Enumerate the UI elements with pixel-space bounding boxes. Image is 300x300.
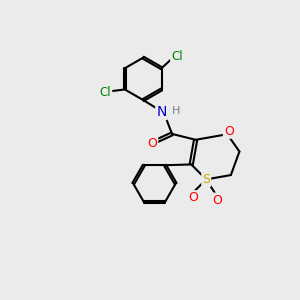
Text: N: N (156, 105, 167, 119)
Text: Cl: Cl (171, 50, 183, 63)
Text: O: O (224, 125, 234, 138)
Text: H: H (172, 106, 180, 116)
Text: Cl: Cl (99, 86, 111, 99)
Text: O: O (212, 194, 222, 206)
Text: O: O (188, 191, 198, 204)
Text: S: S (202, 173, 210, 186)
Text: O: O (147, 137, 157, 150)
